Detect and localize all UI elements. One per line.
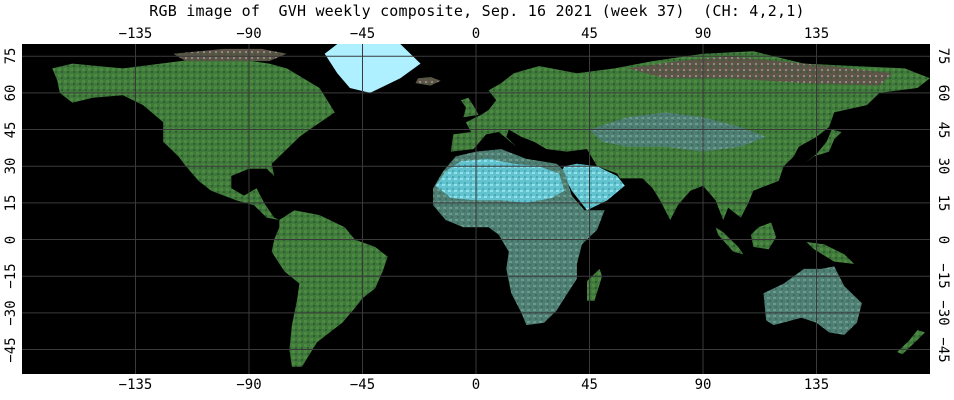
landmass-central-asia bbox=[589, 112, 767, 152]
landmass-japan bbox=[803, 129, 842, 164]
top-lon-tick-label: −135 bbox=[118, 26, 153, 42]
landmass-south-america bbox=[271, 210, 388, 367]
right-lat-tick-label: 45 bbox=[935, 121, 951, 138]
top-lon-tick-label: 0 bbox=[471, 26, 481, 42]
bottom-lon-tick-label: −45 bbox=[349, 377, 376, 393]
right-lat-tick-label: 75 bbox=[935, 47, 951, 65]
right-lat-tick-label: 0 bbox=[935, 235, 951, 244]
right-lat-tick-label: 30 bbox=[935, 157, 951, 175]
bottom-lon-tick-label: 45 bbox=[581, 377, 598, 393]
landmass-arabia bbox=[561, 163, 625, 211]
top-lon-tick-label: 135 bbox=[803, 26, 830, 42]
right-lat-tick-label: −30 bbox=[935, 300, 951, 326]
landmass-sahara bbox=[435, 158, 565, 203]
landmass-iceland bbox=[415, 77, 441, 86]
landmass-new-guinea bbox=[806, 242, 855, 264]
landmass-greenland bbox=[324, 44, 421, 93]
map-title: RGB image of GVH weekly composite, Sep. … bbox=[149, 2, 805, 20]
landmass-madagascar bbox=[587, 268, 603, 301]
left-lat-tick-label: 0 bbox=[3, 235, 19, 244]
bottom-lon-tick-label: 135 bbox=[803, 377, 830, 393]
landmass-australia bbox=[763, 266, 862, 335]
landmass-borneo bbox=[750, 222, 777, 250]
right-lat-tick-label: 60 bbox=[935, 84, 951, 102]
bottom-lon-tick-label: 0 bbox=[471, 377, 481, 393]
landmass-britain bbox=[460, 97, 479, 118]
left-lat-tick-label: −45 bbox=[3, 336, 19, 363]
right-lat-tick-label: −45 bbox=[935, 336, 951, 363]
right-lat-tick-label: 15 bbox=[935, 194, 951, 212]
left-lat-tick-label: −15 bbox=[3, 263, 19, 289]
left-lat-tick-label: 60 bbox=[3, 84, 19, 102]
satellite-map bbox=[22, 44, 930, 374]
top-lon-tick-label: −90 bbox=[236, 26, 262, 42]
right-lat-tick-label: −15 bbox=[935, 263, 951, 289]
top-lon-tick-label: 45 bbox=[581, 26, 598, 42]
graticule bbox=[22, 44, 930, 374]
left-lat-tick-label: 45 bbox=[3, 121, 19, 138]
bottom-lon-tick-label: 90 bbox=[694, 377, 712, 393]
landmass-sumatra bbox=[715, 227, 744, 255]
bottom-lon-tick-label: −90 bbox=[236, 377, 262, 393]
left-lat-tick-label: 15 bbox=[3, 194, 19, 212]
top-lon-tick-label: 90 bbox=[694, 26, 712, 42]
left-lat-tick-label: 30 bbox=[3, 157, 19, 175]
bottom-lon-tick-label: −135 bbox=[118, 377, 153, 393]
landmass-new-zealand bbox=[897, 330, 925, 355]
map-canvas bbox=[22, 44, 930, 374]
landmass-north-america bbox=[52, 58, 335, 221]
left-lat-tick-label: 75 bbox=[3, 47, 19, 65]
top-lon-tick-label: −45 bbox=[349, 26, 376, 42]
landmass-siberia bbox=[627, 56, 893, 86]
landmass-arctic-islands bbox=[173, 48, 287, 62]
left-lat-tick-label: −30 bbox=[3, 300, 19, 326]
